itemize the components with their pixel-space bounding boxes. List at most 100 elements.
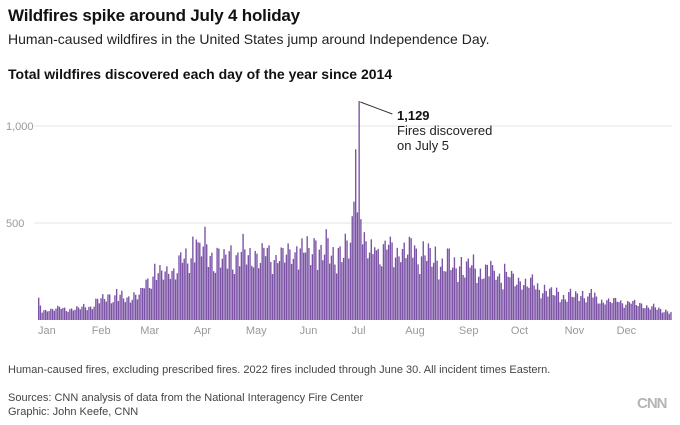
bar-day-292 bbox=[542, 293, 544, 320]
bar-day-275 bbox=[512, 273, 515, 320]
bar-day-255 bbox=[477, 276, 480, 320]
bar-day-299 bbox=[554, 295, 556, 320]
bar-day-171 bbox=[332, 247, 334, 320]
bar-day-337 bbox=[620, 300, 622, 320]
bar-day-318 bbox=[587, 296, 589, 320]
bar-day-15 bbox=[62, 307, 64, 320]
bar-day-109 bbox=[225, 254, 227, 320]
x-axis-labels: Jan Feb Mar Apr May Jun Jul Aug Sep Oct Nov Dec bbox=[38, 325, 637, 337]
bar-day-211 bbox=[401, 249, 404, 320]
bar-day-221 bbox=[419, 274, 421, 320]
bar-day-298 bbox=[552, 294, 554, 320]
bar-day-104 bbox=[216, 247, 218, 320]
annotation-text-line2: on July 5 bbox=[397, 138, 449, 153]
bar-day-1 bbox=[38, 297, 40, 320]
bar-day-322 bbox=[594, 292, 596, 320]
bar-day-126 bbox=[254, 250, 256, 320]
bar-day-227 bbox=[429, 248, 431, 320]
bar-day-183 bbox=[353, 201, 355, 320]
bar-day-331 bbox=[609, 301, 612, 320]
bar-day-29 bbox=[86, 310, 88, 320]
bar-day-261 bbox=[488, 276, 490, 320]
bar-day-60 bbox=[140, 287, 142, 320]
bar-day-176 bbox=[341, 262, 343, 320]
bar-day-101 bbox=[211, 252, 213, 320]
bar-day-364 bbox=[666, 311, 669, 320]
bar-day-200 bbox=[382, 244, 385, 320]
bar-day-245 bbox=[460, 256, 463, 320]
bar-day-166 bbox=[323, 254, 326, 320]
bar-day-281 bbox=[523, 285, 525, 320]
y-axis-labels: 500 1,000 bbox=[6, 121, 34, 230]
sources-block: Sources: CNN analysis of data from the N… bbox=[8, 391, 363, 419]
bar-day-217 bbox=[412, 257, 414, 320]
bar-day-353 bbox=[647, 307, 650, 320]
bar-day-165 bbox=[322, 260, 324, 320]
bar-day-357 bbox=[654, 307, 657, 320]
bar-day-91 bbox=[193, 262, 196, 320]
bar-day-206 bbox=[393, 267, 395, 320]
bar-day-53 bbox=[128, 296, 130, 320]
page-subtitle: Human-caused wildfires in the United Sta… bbox=[8, 31, 490, 47]
bar-day-308 bbox=[569, 288, 572, 320]
bar-day-93 bbox=[197, 242, 199, 320]
bar-day-42 bbox=[109, 294, 111, 320]
bar-day-350 bbox=[642, 308, 644, 320]
footnote: Human-caused fires, excluding prescribed… bbox=[8, 364, 551, 376]
bar-day-345 bbox=[633, 299, 636, 320]
bar-day-295 bbox=[547, 296, 549, 320]
bar-day-314 bbox=[580, 296, 582, 320]
bar-day-40 bbox=[105, 301, 107, 320]
bar-day-265 bbox=[495, 279, 497, 320]
bar-day-266 bbox=[497, 276, 499, 320]
bar-day-272 bbox=[507, 276, 509, 320]
bar-day-115 bbox=[235, 255, 237, 320]
bar-day-340 bbox=[625, 304, 627, 320]
bar-day-43 bbox=[110, 303, 113, 320]
bar-day-213 bbox=[405, 258, 407, 320]
bar-day-290 bbox=[538, 289, 540, 320]
bar-day-45 bbox=[114, 295, 116, 320]
bar-day-343 bbox=[630, 303, 632, 320]
bar-day-231 bbox=[436, 260, 438, 320]
bar-day-154 bbox=[303, 252, 305, 320]
bar-day-260 bbox=[486, 264, 489, 320]
bar-day-282 bbox=[524, 278, 527, 320]
x-tick-label: Nov bbox=[565, 325, 585, 337]
bar-day-56 bbox=[133, 292, 135, 320]
bar-day-30 bbox=[88, 306, 90, 320]
bar-day-178 bbox=[344, 233, 346, 320]
bar-day-151 bbox=[297, 269, 300, 320]
bar-day-315 bbox=[581, 290, 584, 320]
bar-day-163 bbox=[318, 249, 320, 320]
bar-day-117 bbox=[238, 266, 241, 320]
bar-day-174 bbox=[337, 247, 340, 320]
bar-day-268 bbox=[500, 282, 502, 320]
bar-day-319 bbox=[588, 293, 591, 320]
bar-day-297 bbox=[550, 287, 553, 320]
bar-day-359 bbox=[658, 307, 660, 320]
bar-day-119 bbox=[242, 233, 244, 320]
x-tick-label: Jun bbox=[300, 325, 318, 337]
bar-day-208 bbox=[396, 247, 398, 320]
bar-day-18 bbox=[67, 311, 69, 320]
bar-day-85 bbox=[183, 258, 185, 320]
bar-day-361 bbox=[661, 312, 663, 320]
bar-day-286 bbox=[531, 274, 534, 320]
bar-day-52 bbox=[126, 297, 128, 320]
bar-day-229 bbox=[432, 262, 435, 320]
bar-day-220 bbox=[417, 264, 419, 320]
x-tick-label: Jul bbox=[352, 325, 366, 337]
bar-day-73 bbox=[162, 279, 165, 320]
bar-day-256 bbox=[479, 268, 482, 320]
bar-day-149 bbox=[294, 252, 296, 320]
bar-day-287 bbox=[533, 285, 535, 320]
bar-day-77 bbox=[169, 278, 172, 320]
bar-day-269 bbox=[502, 289, 504, 320]
bar-day-347 bbox=[637, 306, 639, 320]
bar-day-100 bbox=[209, 255, 211, 320]
bar-day-84 bbox=[181, 262, 184, 320]
bar-day-145 bbox=[287, 243, 289, 320]
bar-day-234 bbox=[441, 258, 443, 320]
bars bbox=[38, 101, 672, 320]
